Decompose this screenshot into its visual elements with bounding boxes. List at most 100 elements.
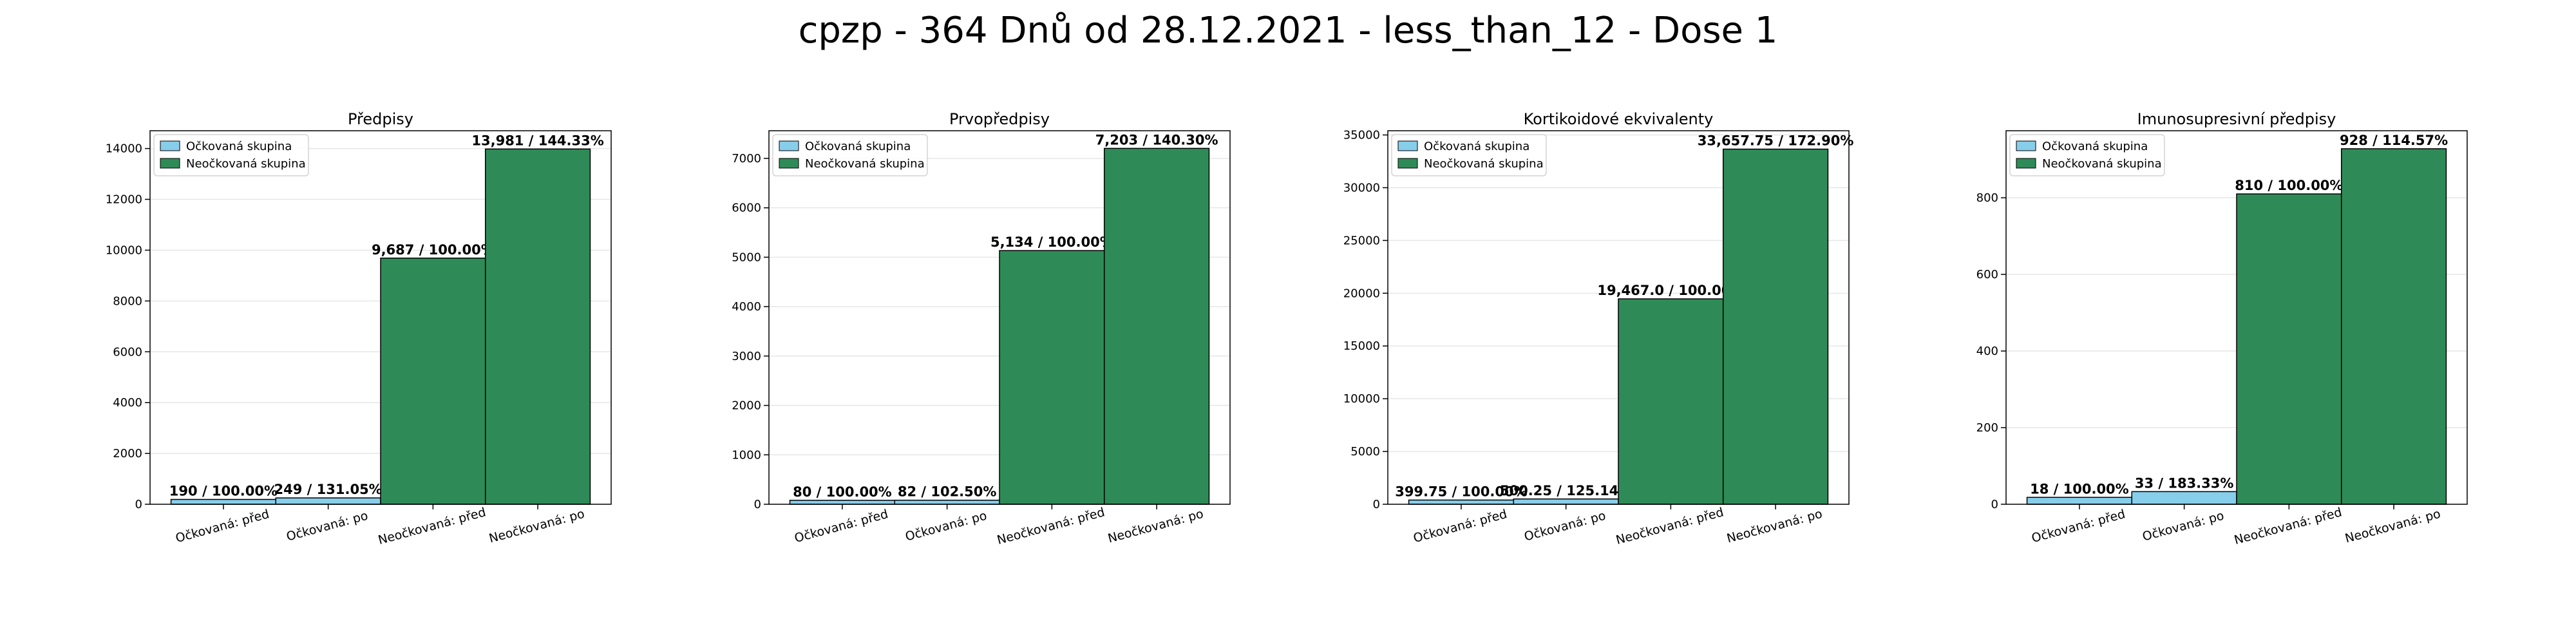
legend-swatch	[160, 140, 180, 151]
data-label: 13,981 / 144.33%	[471, 133, 603, 148]
bar	[1618, 298, 1724, 505]
data-label: 5,134 / 100.00%	[990, 234, 1113, 250]
bar	[2236, 193, 2342, 505]
y-tick-label: 0	[1373, 498, 1380, 511]
legend-box	[1391, 134, 1547, 176]
x-tick-label: Neočkovaná: po	[488, 507, 586, 546]
x-tick-label: Očkovaná: před	[174, 507, 270, 545]
legend-swatch	[2016, 158, 2036, 169]
chart-panel-4: 18 / 100.00% Očkovaná: před 33 / 183.33% Oč…	[1976, 110, 2468, 547]
y-tick-label: 0	[754, 498, 761, 511]
y-tick-label: 4000	[113, 396, 142, 410]
y-tick-label: 600	[1976, 268, 1998, 281]
data-label: 928 / 114.57%	[2340, 133, 2448, 148]
bar	[1103, 147, 1210, 505]
legend-box	[153, 134, 309, 176]
y-tick-label: 12000	[106, 193, 142, 207]
legend: Očkovaná skupina Neočkovaná skupina	[1391, 134, 1547, 176]
y-tick-label: 200	[1976, 421, 1998, 435]
legend-entry: Neočkovaná skupina	[1424, 157, 1544, 171]
bar	[1513, 498, 1619, 505]
legend: Očkovaná skupina Neočkovaná skupina	[153, 134, 309, 176]
figure-title: cpzp - 364 Dnů od 28.12.2021 - less_than…	[798, 10, 1778, 52]
data-label: 82 / 102.50%	[898, 484, 997, 500]
legend: Očkovaná skupina Neočkovaná skupina	[772, 134, 928, 176]
y-tick-label: 0	[1991, 498, 1998, 511]
axes-frame	[149, 130, 612, 505]
legend-swatch	[1397, 158, 1418, 169]
x-tick-label: Neočkovaná: před	[1615, 505, 1725, 547]
legend-swatch	[1397, 140, 1418, 151]
legend-box	[772, 134, 928, 176]
legend-swatch	[779, 140, 799, 151]
y-tick-label: 6000	[113, 345, 142, 359]
y-tick-label: 0	[135, 498, 142, 511]
x-tick-label: Očkovaná: po	[285, 509, 369, 544]
data-label: 80 / 100.00%	[793, 484, 892, 500]
x-tick-label: Neočkovaná: po	[1106, 507, 1205, 546]
x-tick-label: Neočkovaná: po	[2344, 507, 2442, 546]
chart-title: Kortikoidové ekvivalenty	[1524, 110, 1714, 128]
data-label: 19,467.0 / 100.00%	[1597, 283, 1744, 298]
data-label: 249 / 131.05%	[274, 482, 383, 497]
y-tick-label: 4000	[732, 300, 761, 314]
bar	[789, 500, 896, 505]
axes-frame	[2005, 130, 2468, 505]
data-label: 500.25 / 125.14%	[1500, 483, 1632, 498]
x-tick-label: Očkovaná: před	[2030, 507, 2126, 545]
chart-title: Předpisy	[348, 110, 413, 128]
x-tick-label: Neočkovaná: před	[2233, 505, 2344, 547]
x-tick-label: Očkovaná: před	[793, 507, 889, 545]
legend: Očkovaná skupina Neočkovaná skupina	[2009, 134, 2165, 176]
y-tick-label: 10000	[106, 243, 142, 257]
legend-swatch	[779, 158, 799, 169]
x-tick-label: Očkovaná: před	[1412, 507, 1508, 545]
data-label: 33 / 183.33%	[2135, 475, 2234, 491]
bar	[1722, 148, 1829, 505]
x-tick-label: Očkovaná: po	[904, 509, 988, 544]
legend-swatch	[2016, 140, 2036, 151]
legend-entry: Očkovaná skupina	[805, 140, 911, 153]
y-tick-label: 800	[1976, 191, 1998, 205]
data-label: 399.75 / 100.00%	[1395, 484, 1527, 499]
x-tick-label: Neočkovaná: před	[996, 505, 1106, 547]
y-tick-label: 15000	[1343, 339, 1380, 353]
y-tick-label: 400	[1976, 345, 1998, 358]
chart-panel-2: 80 / 100.00% Očkovaná: před 82 / 102.50% Oč…	[732, 110, 1231, 547]
axes-frame	[768, 130, 1231, 505]
y-tick-label: 30000	[1343, 181, 1380, 194]
y-tick-label: 14000	[106, 142, 142, 156]
y-tick-label: 8000	[113, 294, 142, 308]
legend-entry: Očkovaná skupina	[186, 140, 292, 153]
bar	[484, 148, 591, 505]
y-tick-label: 2000	[113, 447, 142, 460]
data-label: 9,687 / 100.00%	[372, 242, 495, 258]
legend-entry: Očkovaná skupina	[2042, 140, 2148, 153]
bar	[170, 498, 277, 505]
bar	[2026, 497, 2133, 505]
bar	[2340, 148, 2447, 505]
legend-entry: Neočkovaná skupina	[805, 157, 925, 171]
chart-panel-1: 190 / 100.00% Očkovaná: před 249 / 131.05%…	[106, 110, 612, 547]
bar	[2131, 491, 2237, 505]
y-tick-label: 5000	[1350, 445, 1380, 459]
legend-entry: Očkovaná skupina	[1424, 140, 1530, 153]
bar	[380, 258, 486, 505]
axes-frame	[1387, 130, 1850, 505]
chart-title: Imunosupresivní předpisy	[2137, 110, 2336, 128]
y-tick-label: 1000	[732, 448, 761, 462]
y-tick-label: 10000	[1343, 392, 1380, 406]
data-label: 810 / 100.00%	[2235, 178, 2343, 193]
chart-panel-3: 399.75 / 100.00% Očkovaná: před 500.25 / 1…	[1343, 110, 1854, 547]
y-tick-label: 35000	[1343, 129, 1380, 142]
y-tick-label: 20000	[1343, 287, 1380, 300]
legend-swatch	[160, 158, 180, 169]
y-tick-label: 7000	[732, 152, 761, 166]
data-label: 18 / 100.00%	[2030, 481, 2129, 497]
y-tick-label: 3000	[732, 350, 761, 363]
x-tick-label: Neočkovaná: před	[377, 505, 488, 547]
x-tick-label: Neočkovaná: po	[1725, 507, 1824, 546]
y-tick-label: 5000	[732, 251, 761, 264]
x-tick-label: Očkovaná: po	[1522, 509, 1607, 544]
